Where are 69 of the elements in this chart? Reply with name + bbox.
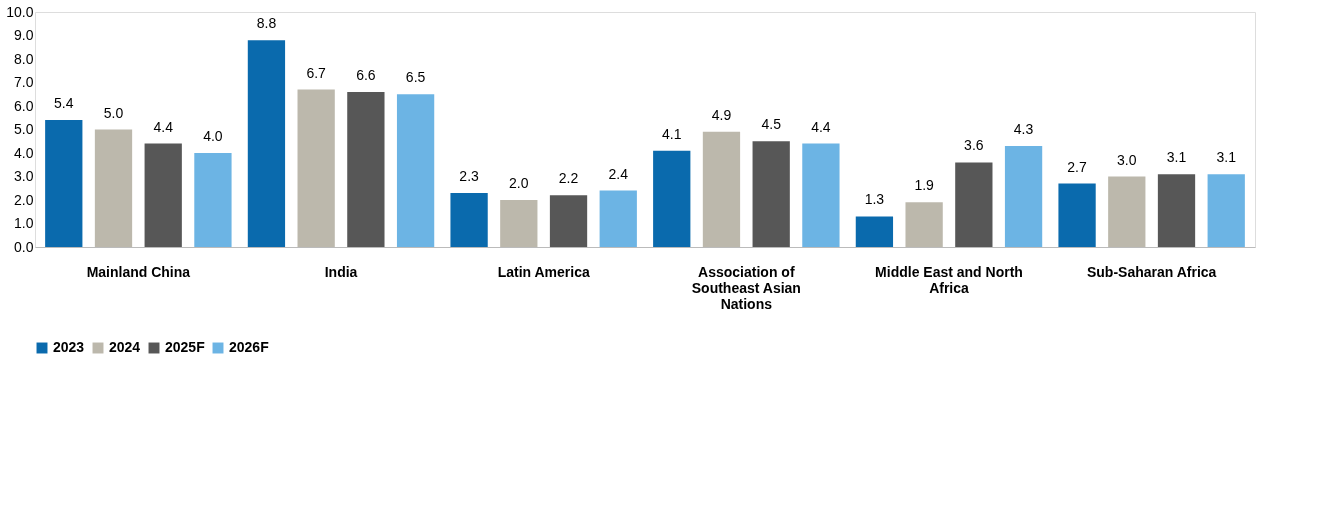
bar [194, 153, 232, 247]
data-label: 5.0 [103, 104, 124, 121]
y-tick-label: 4.0 [14, 144, 34, 161]
bar [450, 192, 488, 247]
y-tick-label: 10.0 [6, 3, 34, 20]
data-label: 6.5 [405, 69, 426, 86]
data-label: 8.8 [256, 15, 277, 32]
bar [653, 150, 691, 247]
data-label: 2.4 [608, 165, 629, 182]
data-label: 1.3 [864, 191, 885, 208]
y-tick-label: 2.0 [14, 191, 34, 208]
data-label: 5.4 [54, 95, 74, 112]
bar [94, 129, 133, 247]
data-label: 3.1 [1166, 149, 1187, 166]
data-label: 4.0 [203, 128, 223, 144]
bar [247, 40, 286, 247]
y-tick-label: 8.0 [14, 50, 34, 67]
bar [396, 94, 435, 247]
x-tick-label: Association of Southeast Asian Nations [691, 263, 801, 312]
bar [752, 141, 790, 247]
bar [1108, 176, 1146, 247]
data-label: 1.9 [914, 177, 935, 194]
bar [599, 190, 637, 247]
data-label: 2.0 [509, 175, 529, 191]
data-label: 6.7 [306, 64, 327, 81]
x-tick-label: Latin America [497, 263, 590, 280]
bar [955, 162, 993, 247]
bar [347, 91, 385, 247]
bar [702, 131, 741, 247]
data-label: 4.4 [811, 118, 831, 135]
y-tick-label: 9.0 [14, 27, 34, 43]
data-label: 4.3 [1013, 120, 1034, 137]
y-tick-label: 7.0 [14, 74, 34, 90]
x-tick-label: India [324, 263, 358, 280]
data-label: 4.1 [662, 125, 682, 142]
legend-label: 2023 [53, 339, 85, 355]
x-tick-label: Sub-Saharan Africa [1086, 263, 1217, 280]
y-tick-label: 3.0 [14, 168, 34, 184]
data-label: 3.0 [1117, 151, 1137, 168]
bar [500, 200, 538, 247]
x-tick-label: Middle East and North Africa [875, 263, 1023, 296]
bar [1157, 174, 1196, 247]
bar [45, 120, 83, 247]
bar [1207, 174, 1245, 247]
legend-label: 2026F [229, 339, 270, 355]
bar [1004, 145, 1043, 247]
data-label: 6.6 [356, 66, 376, 83]
bar [549, 195, 588, 247]
data-label: 2.2 [558, 170, 579, 187]
bar [144, 143, 182, 247]
data-label: 2.7 [1067, 158, 1088, 175]
data-label: 4.4 [153, 118, 174, 135]
data-label: 4.9 [711, 106, 732, 123]
data-label: 3.6 [964, 137, 984, 154]
y-tick-label: 6.0 [14, 97, 34, 114]
bar [297, 89, 335, 247]
bar [1058, 183, 1096, 247]
legend-label: 2025F [165, 339, 206, 355]
data-label: 3.1 [1216, 149, 1237, 166]
legend-label: 2024 [109, 339, 141, 355]
bar [855, 216, 894, 247]
y-tick-label: 1.0 [14, 215, 34, 231]
data-label: 4.5 [761, 116, 782, 133]
y-tick-label: 0.0 [14, 238, 34, 255]
bar [802, 143, 840, 247]
y-tick-label: 5.0 [14, 121, 34, 137]
x-tick-label: Mainland China [86, 263, 191, 280]
bar [905, 202, 943, 247]
data-label: 2.3 [459, 167, 480, 184]
